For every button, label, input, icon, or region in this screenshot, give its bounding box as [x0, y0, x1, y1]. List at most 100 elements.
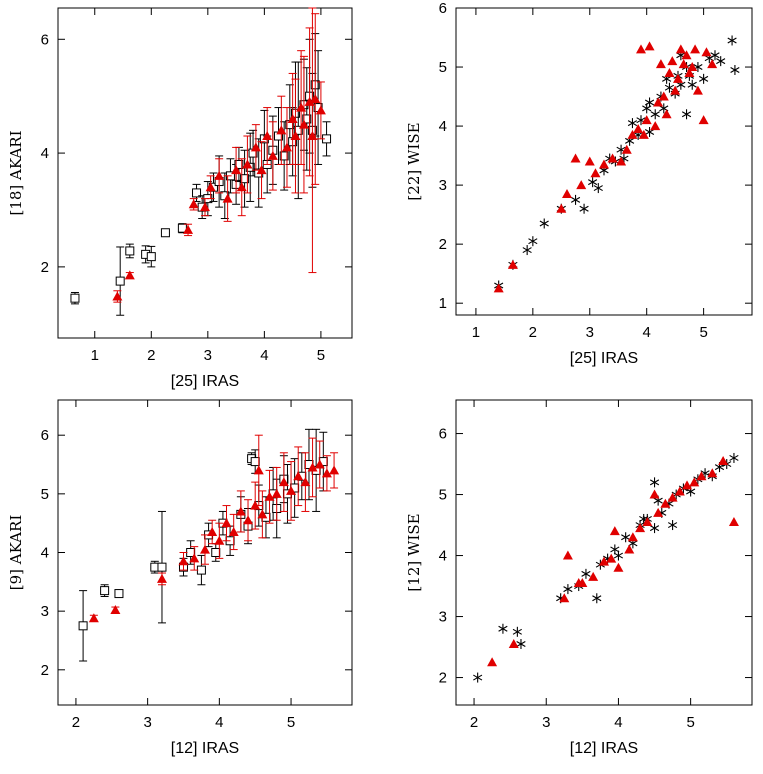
data-point [211, 548, 221, 557]
data-point [728, 517, 739, 526]
data-point [228, 526, 239, 536]
y-tick-label: 1 [439, 295, 447, 312]
data-point [235, 506, 246, 516]
data-point [183, 224, 194, 234]
x-tick-label: 1 [472, 324, 480, 341]
series-red [88, 434, 340, 623]
data-point [146, 252, 156, 262]
data-point [250, 142, 261, 152]
y-tick-label: 3 [439, 177, 447, 194]
data-point [675, 44, 686, 54]
data-point [644, 126, 655, 137]
data-point [290, 131, 301, 141]
data-point [621, 144, 632, 154]
data-point [730, 64, 740, 75]
data-point [678, 59, 689, 69]
data-point [667, 492, 678, 502]
data-point [624, 544, 635, 554]
data-point [644, 97, 655, 108]
data-point [498, 623, 508, 634]
y-axis-title: [18] AKARI [7, 130, 25, 215]
y-tick-label: 6 [41, 427, 49, 444]
data-point [156, 573, 167, 583]
data-point [110, 604, 121, 614]
data-point [584, 156, 595, 166]
data-point [200, 544, 210, 554]
data-point [242, 159, 253, 169]
data-point [593, 183, 603, 194]
data-point [610, 544, 620, 555]
y-tick-label: 6 [439, 0, 447, 17]
data-point [658, 91, 669, 101]
data-point [681, 50, 692, 60]
x-axis-title: [25] IRAS [171, 373, 239, 390]
data-point [100, 586, 110, 596]
data-point [315, 105, 326, 115]
series-red [493, 41, 718, 293]
data-point [508, 639, 519, 648]
data-point [607, 153, 618, 163]
y-axis-title: [12] WISE [405, 513, 423, 591]
data-point [644, 41, 655, 51]
data-point [562, 188, 572, 198]
data-point [649, 523, 660, 534]
y-tick-label: 2 [439, 670, 447, 687]
data-point [660, 498, 671, 508]
data-point [710, 50, 720, 61]
data-point [687, 79, 697, 90]
data-point [178, 556, 189, 566]
series-black [494, 35, 740, 291]
plot-frame [455, 7, 753, 316]
y-tick-label: 4 [439, 548, 447, 565]
data-point [293, 125, 303, 135]
data-point [302, 114, 312, 124]
plot-frame [57, 7, 353, 339]
data-point [192, 188, 202, 198]
x-tick-label: 3 [143, 714, 151, 731]
data-point [579, 203, 589, 214]
y-tick-label: 6 [439, 426, 447, 443]
x-tick-label: 3 [542, 714, 550, 731]
data-point [696, 471, 707, 481]
data-point [276, 125, 287, 135]
data-point [606, 553, 617, 563]
y-tick-label: 5 [439, 487, 447, 504]
data-point [493, 283, 504, 293]
data-point [278, 477, 289, 487]
data-point [681, 109, 692, 120]
data-point [321, 468, 332, 478]
data-point [581, 568, 591, 579]
x-tick-label: 3 [204, 347, 212, 364]
data-point [613, 562, 624, 572]
data-point [653, 97, 664, 107]
data-point [655, 59, 666, 69]
y-tick-label: 2 [41, 662, 49, 679]
y-tick-label: 4 [41, 545, 49, 562]
data-point [649, 477, 660, 488]
data-point [621, 532, 631, 543]
data-point [674, 486, 685, 496]
data-point [667, 520, 678, 531]
x-axis-title: [12] IRAS [570, 740, 638, 757]
data-point [243, 515, 254, 525]
y-tick-label: 3 [439, 609, 447, 626]
data-point [616, 156, 627, 166]
data-point [125, 246, 135, 256]
data-point [661, 109, 672, 119]
data-point [707, 468, 718, 478]
data-point [286, 485, 297, 495]
data-point [522, 245, 532, 256]
data-point [562, 550, 573, 560]
data-point [570, 153, 581, 163]
data-point [124, 270, 135, 280]
data-point [307, 462, 318, 472]
data-point [78, 621, 88, 631]
data-point [667, 56, 678, 66]
data-point [205, 182, 216, 192]
data-point [487, 657, 498, 667]
data-point [236, 182, 247, 192]
data-point [293, 471, 304, 481]
data-point [473, 672, 483, 683]
x-axis-title: [25] IRAS [570, 350, 638, 367]
data-point [699, 73, 709, 84]
